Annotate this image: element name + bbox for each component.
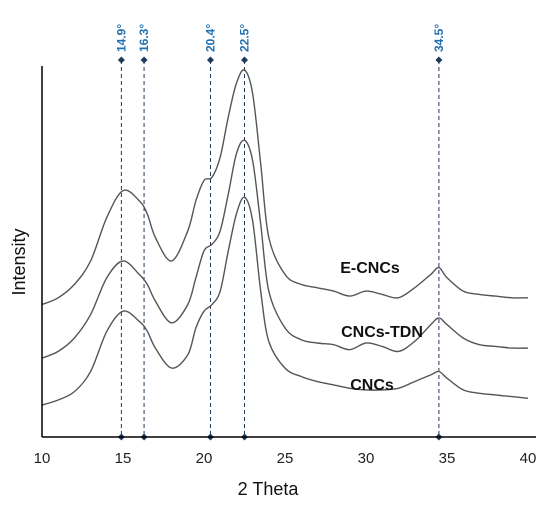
peak-label: 16.3°: [137, 24, 151, 52]
peak-markers: 14.9° 16.3° 20.4° 22.5° 34.5°: [114, 24, 446, 441]
x-tick-label: 40: [520, 450, 537, 467]
x-tick-labels: 10 15 20 25 30 35 40: [34, 450, 537, 467]
x-tick-label: 20: [196, 450, 213, 467]
peak-diamond: [241, 56, 248, 64]
series-line-cncs: [41, 196, 529, 406]
peak-label: 34.5°: [432, 24, 446, 52]
peak-label: 20.4°: [203, 24, 217, 52]
peak-diamond: [140, 56, 148, 64]
x-axis-title: 2 Theta: [238, 479, 300, 499]
peak-label: 22.5°: [238, 24, 252, 52]
series-label-e-cncs: E-CNCs: [340, 260, 400, 277]
peak-diamond: [435, 56, 443, 64]
y-axis-title: Intensity: [9, 228, 29, 295]
series-line-e-cncs: [41, 69, 529, 306]
series-label-cncs-tdn: CNCs-TDN: [341, 324, 423, 341]
x-tick-label: 35: [439, 450, 456, 467]
series-line-cncs-tdn: [41, 139, 529, 359]
x-tick-label: 30: [358, 450, 375, 467]
peak-label: 14.9°: [114, 24, 128, 52]
x-tick-label: 10: [34, 450, 51, 467]
x-tick-label: 15: [115, 450, 132, 467]
x-tick-label: 25: [277, 450, 294, 467]
peak-diamond: [206, 56, 214, 64]
series-label-cncs: CNCs: [350, 377, 394, 394]
series-lines: [41, 69, 529, 406]
peak-diamond: [117, 56, 125, 64]
